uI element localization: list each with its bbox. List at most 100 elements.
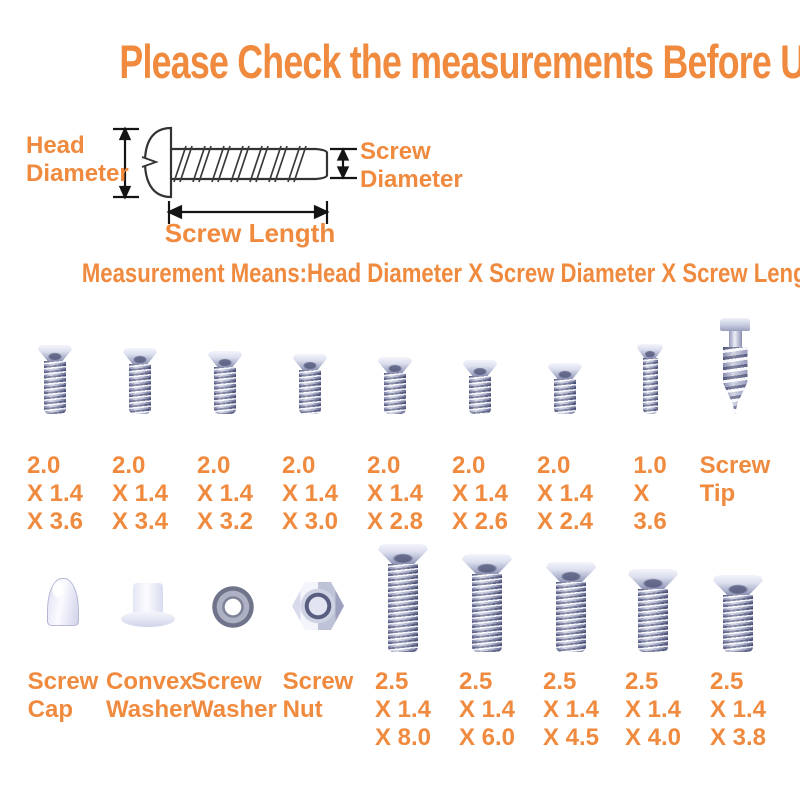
screw-item: 2.5 X 1.4 X 3.8: [696, 540, 780, 752]
size-label: 2.0 X 1.4 X 2.8: [353, 452, 437, 536]
size-label: 2.0 X 1.4 X 2.4: [523, 452, 607, 536]
flat-head-screw-graphic: [713, 575, 763, 652]
screw-diameter-arrow: [330, 147, 357, 180]
size-label-text: 2.5 X 1.4 X 6.0: [458, 668, 516, 751]
screw-item: 2.0 X 1.4 X 3.4: [98, 318, 182, 536]
flat-head-screw-graphic: [378, 357, 412, 414]
part-name-text: Convex Washer: [106, 668, 193, 723]
part-name-text: Screw Tip: [699, 452, 771, 507]
part-name-label: Screw Washer: [191, 668, 277, 724]
screw-item: 2.5 X 1.4 X 4.0: [611, 540, 695, 752]
part-photo: [276, 540, 360, 652]
screw-photo: [696, 540, 780, 652]
screw-photo: [693, 318, 777, 414]
size-label-text: 2.0 X 1.4 X 3.6: [26, 452, 84, 535]
screw-cap-item: Screw Cap: [21, 540, 105, 724]
screw-diameter-label-text: Screw Diameter: [360, 138, 463, 193]
screw-photo: [445, 540, 529, 652]
size-label-text: 2.5 X 1.4 X 8.0: [374, 668, 432, 751]
screw-photo: [523, 318, 607, 414]
screw-item: 2.0 X 1.4 X 2.6: [438, 318, 522, 536]
flat-head-screw-graphic: [546, 562, 596, 652]
flat-head-screw-graphic: [293, 354, 327, 414]
size-label: 2.0 X 1.4 X 3.0: [268, 452, 352, 536]
screw-length-arrow: [166, 201, 330, 224]
part-name-label: Screw Nut: [276, 668, 360, 724]
flat-head-screw-graphic: [463, 360, 497, 414]
size-label-text: 2.5 X 1.4 X 4.0: [624, 668, 682, 751]
flat-head-screw-graphic: [123, 348, 157, 414]
size-label-text: 2.0 X 1.4 X 2.8: [366, 452, 424, 535]
screw-photo: [183, 318, 267, 414]
size-label: 2.5 X 1.4 X 4.0: [611, 668, 695, 752]
pointed-tip-screw-graphic: [720, 318, 750, 414]
screw-photo: [608, 318, 692, 414]
screw-item: 2.5 X 1.4 X 8.0: [361, 540, 445, 752]
screw-photo: [611, 540, 695, 652]
size-label: 2.5 X 1.4 X 4.5: [529, 668, 613, 752]
size-label-text: 2.0 X 1.4 X 3.0: [281, 452, 339, 535]
measurement-note: Measurement Means:Head Diameter X Screw …: [0, 258, 800, 289]
page-title-text: Please Check the measurements Before Usi…: [119, 35, 800, 88]
size-label: 2.5 X 1.4 X 3.8: [696, 668, 780, 752]
slim-screw-graphic: [637, 344, 663, 414]
diagram-slot: [141, 156, 159, 168]
measurement-note-text: Measurement Means:Head Diameter X Screw …: [81, 258, 800, 288]
screw-item: 2.0 X 1.4 X 3.2: [183, 318, 267, 536]
screw-measurement-diagram: [113, 126, 357, 224]
screw-photo: [268, 318, 352, 414]
screw-item: 1.0 X 3.6: [608, 318, 692, 536]
part-name-text: Screw Nut: [282, 668, 354, 723]
head-diameter-arrow: [113, 126, 139, 200]
size-label: 2.0 X 1.4 X 3.4: [98, 452, 182, 536]
part-name-text: Screw Washer: [191, 668, 277, 723]
flat-head-screw-graphic: [548, 363, 582, 414]
size-label: 2.0 X 1.4 X 2.6: [438, 452, 522, 536]
screw-photo: [438, 318, 522, 414]
size-label: 2.5 X 1.4 X 8.0: [361, 668, 445, 752]
part-photo: [106, 540, 190, 652]
screw-item: 2.5 X 1.4 X 6.0: [445, 540, 529, 752]
flat-head-screw-graphic: [378, 544, 428, 652]
size-label: 1.0 X 3.6: [608, 452, 692, 536]
flat-head-screw-graphic: [462, 554, 512, 652]
size-label: 2.5 X 1.4 X 6.0: [445, 668, 529, 752]
screw-tip-item: Screw Tip: [693, 318, 777, 508]
size-label: 2.0 X 1.4 X 3.6: [13, 452, 97, 536]
screw-photo: [529, 540, 613, 652]
screw-item: 2.0 X 1.4 X 3.0: [268, 318, 352, 536]
screw-photo: [98, 318, 182, 414]
hex-nut-graphic: [292, 582, 344, 630]
size-label-text: 2.0 X 1.4 X 3.4: [111, 452, 169, 535]
screw-item: 2.5 X 1.4 X 4.5: [529, 540, 613, 752]
screw-diameter-label: Screw Diameter: [360, 138, 463, 194]
part-name-label: Screw Tip: [693, 452, 777, 508]
screw-washer-item: Screw Washer: [191, 540, 277, 724]
head-diameter-label-text: Head Diameter: [26, 132, 129, 187]
part-name-label: Screw Cap: [21, 668, 105, 724]
size-label-text: 2.5 X 1.4 X 3.8: [709, 668, 767, 751]
part-name-text: Screw Cap: [27, 668, 99, 723]
diagram-threads: [173, 145, 307, 183]
screw-item: 2.0 X 1.4 X 2.4: [523, 318, 607, 536]
screw-cap-graphic: [47, 578, 79, 626]
flat-head-screw-graphic: [38, 345, 72, 414]
convex-washer-item: Convex Washer: [106, 540, 193, 724]
screw-item: 2.0 X 1.4 X 2.8: [353, 318, 437, 536]
size-label-text: 2.5 X 1.4 X 4.5: [542, 668, 600, 751]
size-label: 2.0 X 1.4 X 3.2: [183, 452, 267, 536]
screw-photo: [353, 318, 437, 414]
size-label-text: 2.0 X 1.4 X 2.6: [451, 452, 509, 535]
head-diameter-label: Head Diameter: [26, 132, 129, 188]
size-label-text: 2.0 X 1.4 X 2.4: [536, 452, 594, 535]
screw-photo: [13, 318, 97, 414]
part-photo: [21, 540, 105, 652]
size-label-text: 2.0 X 1.4 X 3.2: [196, 452, 254, 535]
washer-graphic: [212, 586, 254, 628]
diagram-shaft: [171, 147, 329, 181]
page-title: Please Check the measurements Before Usi…: [0, 34, 800, 89]
screw-item: 2.0 X 1.4 X 3.6: [13, 318, 97, 536]
size-label-text: 1.0 X 3.6: [633, 452, 667, 535]
flat-head-screw-graphic: [628, 569, 678, 652]
flat-head-screw-graphic: [208, 351, 242, 414]
